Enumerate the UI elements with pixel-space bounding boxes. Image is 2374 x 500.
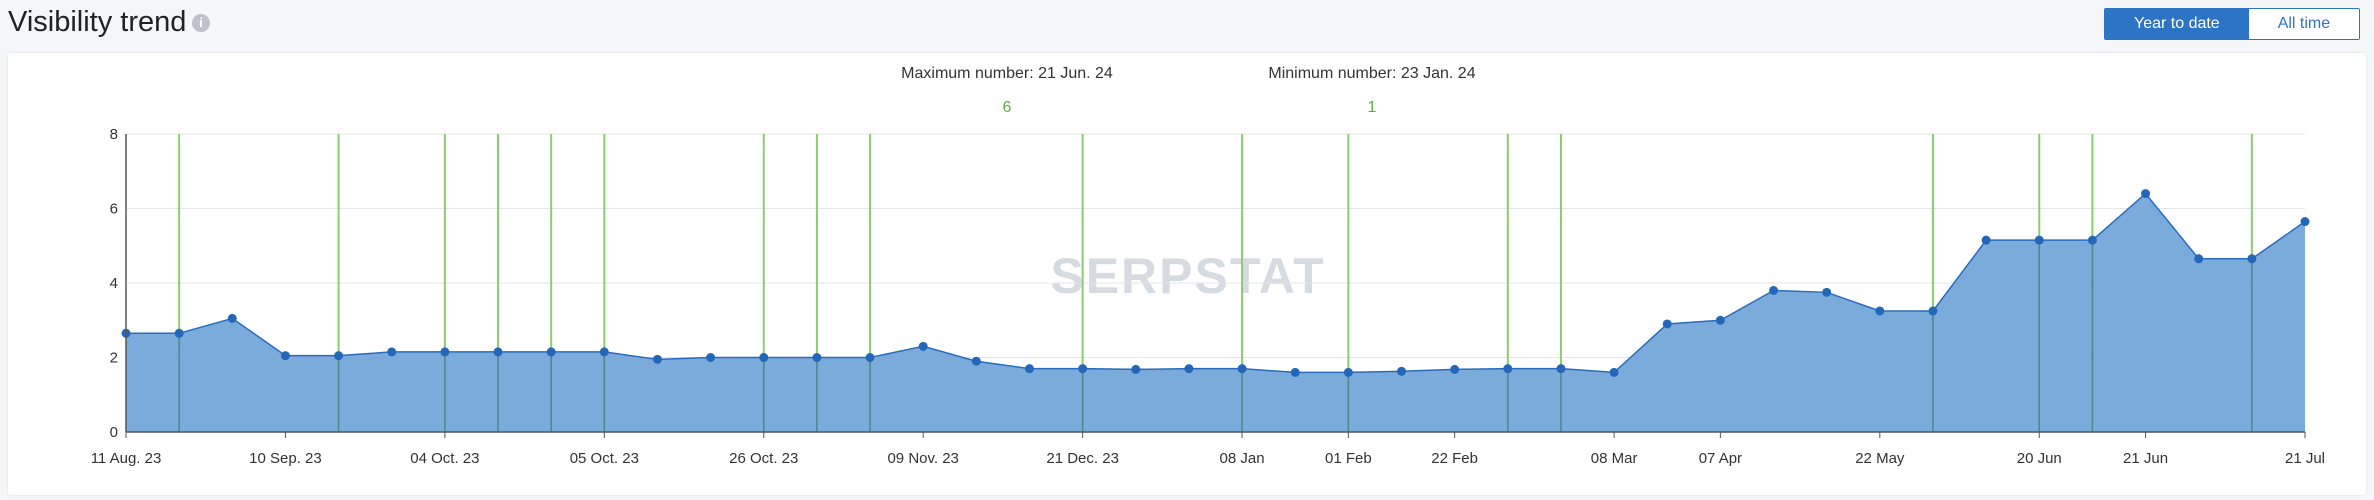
data-point[interactable] — [918, 341, 928, 351]
annotation-value: 1 — [1368, 99, 1377, 116]
data-point[interactable] — [174, 328, 184, 338]
data-point[interactable] — [2194, 254, 2204, 264]
data-point[interactable] — [1981, 235, 1991, 245]
data-point[interactable] — [334, 351, 344, 361]
data-point[interactable] — [1450, 364, 1460, 374]
year-to-date-button[interactable]: Year to date — [2105, 9, 2249, 39]
x-tick-label: 10 Sep. 23 — [249, 450, 322, 467]
page-title: Visibility trend — [8, 6, 187, 38]
x-tick-label: 04 Oct. 23 — [410, 450, 479, 467]
x-tick-label: 21 Jun — [2123, 450, 2168, 467]
data-point[interactable] — [971, 356, 981, 366]
data-point[interactable] — [2087, 235, 2097, 245]
data-point[interactable] — [1078, 364, 1088, 374]
data-point[interactable] — [1237, 364, 1247, 374]
x-tick-label: 08 Jan — [1220, 450, 1265, 467]
data-point[interactable] — [2300, 217, 2310, 227]
data-point[interactable] — [440, 347, 450, 357]
y-tick-label: 4 — [110, 275, 118, 292]
data-point[interactable] — [1662, 319, 1672, 329]
data-point[interactable] — [865, 353, 875, 362]
data-point[interactable] — [1875, 306, 1885, 316]
data-point[interactable] — [1822, 287, 1832, 297]
x-tick-label: 26 Oct. 23 — [729, 450, 798, 467]
data-point[interactable] — [1343, 367, 1353, 377]
data-point[interactable] — [1024, 364, 1034, 374]
y-tick-label: 2 — [110, 350, 118, 367]
x-tick-label: 20 Jun — [2017, 450, 2062, 467]
visibility-line — [126, 192, 2306, 374]
x-tick-label: 21 Jul — [2285, 450, 2325, 467]
data-point[interactable] — [759, 353, 769, 362]
chart-panel: SERPSTAT 0 2 4 6 8 11 Aug. 23 10 Sep. 23 04 Oct… — [8, 53, 2366, 495]
x-tick-label: 09 Nov. 23 — [887, 450, 958, 467]
data-point[interactable] — [227, 313, 237, 323]
data-point[interactable] — [599, 347, 609, 357]
visibility-chart: SERPSTAT 0 2 4 6 8 11 Aug. 23 10 Sep. 23 04 Oct… — [91, 65, 2325, 467]
y-tick-label: 0 — [110, 424, 118, 441]
x-tick-label: 07 Apr — [1699, 450, 1742, 467]
data-point[interactable] — [706, 353, 716, 362]
x-tick-label: 11 Aug. 23 — [91, 450, 162, 467]
data-point[interactable] — [546, 347, 556, 357]
annotation-label: Maximum number: 21 Jun. 24 — [901, 65, 1113, 82]
data-point[interactable] — [2034, 235, 2044, 245]
data-point[interactable] — [2247, 254, 2257, 264]
data-point[interactable] — [652, 354, 662, 364]
x-tick-label: 08 Mar — [1591, 450, 1638, 467]
annotation-value: 6 — [1003, 99, 1012, 116]
data-point[interactable] — [1556, 364, 1566, 374]
data-point[interactable] — [280, 351, 290, 361]
visibility-area — [126, 193, 2305, 432]
data-point[interactable] — [1131, 364, 1141, 374]
data-point[interactable] — [2141, 189, 2151, 199]
data-point[interactable] — [1928, 306, 1938, 316]
data-point[interactable] — [387, 347, 397, 357]
x-tick-label: 22 Feb — [1431, 450, 1478, 467]
data-point[interactable] — [493, 347, 503, 357]
y-tick-label: 6 — [110, 201, 118, 218]
serpstat-watermark: SERPSTAT — [1050, 248, 1325, 304]
data-point[interactable] — [1290, 367, 1300, 377]
x-tick-label: 05 Oct. 23 — [570, 450, 639, 467]
all-time-button[interactable]: All time — [2248, 9, 2360, 39]
y-tick-label: 8 — [110, 126, 118, 143]
info-icon[interactable]: i — [192, 14, 210, 32]
data-point[interactable] — [1397, 366, 1407, 376]
data-point[interactable] — [1503, 364, 1513, 374]
x-tick-label: 01 Feb — [1325, 450, 1372, 467]
data-point[interactable] — [1769, 285, 1779, 295]
data-point[interactable] — [1609, 367, 1619, 377]
data-point[interactable] — [1184, 364, 1194, 374]
data-point[interactable] — [1715, 315, 1725, 325]
x-tick-label: 21 Dec. 23 — [1046, 450, 1119, 467]
annotation-label: Minimum number: 23 Jan. 24 — [1268, 65, 1475, 82]
period-switch: Year to date All time — [2104, 8, 2361, 40]
data-point[interactable] — [812, 353, 822, 362]
x-tick-label: 22 May — [1855, 450, 1905, 467]
